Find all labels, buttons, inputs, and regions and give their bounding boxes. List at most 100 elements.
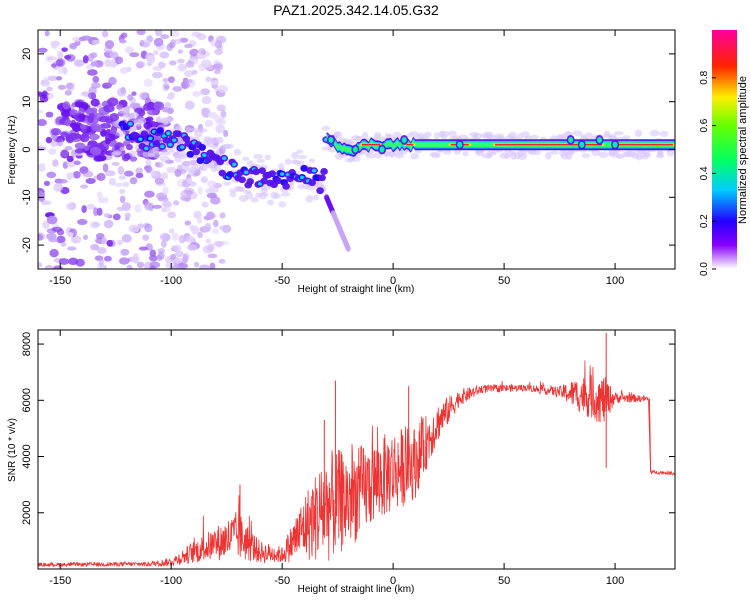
spectrogram-noise-blob (85, 177, 96, 185)
spectrogram-noise-blob (201, 201, 209, 208)
spectrogram-noise-blob (124, 212, 131, 219)
spectrogram-halo-blob (280, 192, 291, 197)
spectrogram-trace-blob (174, 130, 183, 138)
spectrogram-noise-blob (184, 70, 194, 78)
spectrogram-noise-blob (55, 76, 63, 81)
spectrogram-noise-blob (214, 40, 223, 49)
spectrogram-noise-blob (206, 180, 217, 188)
spectrogram-noise-blob (106, 239, 114, 247)
spectrogram-noise-blob (42, 220, 50, 229)
spectrogram-noise-blob (72, 170, 81, 179)
spectrogram-noise-blob (103, 213, 111, 218)
spectrogram-noise-blob (38, 233, 43, 241)
spectrogram-noise-blob (96, 263, 106, 269)
spectrogram-noise-blob (145, 164, 152, 174)
spectrogram-noise-blob (48, 147, 57, 155)
spectrogram-y-tick-label: 20 (21, 48, 33, 60)
spectrogram-noise-blob (126, 264, 133, 269)
spectrogram-cluster-blob (90, 98, 100, 107)
spectrogram-noise-blob (139, 39, 145, 47)
snr-drop (648, 398, 652, 473)
snr-y-tick-label: 6000 (21, 388, 33, 412)
spectrogram-noise-blob (167, 211, 177, 219)
spectrogram-noise-blob (176, 136, 185, 146)
spectrogram-noise-blob (120, 248, 130, 256)
spectrogram-noise-blob (149, 265, 156, 269)
colorbar-label: Normalized spectral amplitude (737, 76, 749, 224)
spectrogram-halo-blob (410, 153, 420, 160)
spectrogram-noise-blob (138, 92, 148, 100)
spectrogram-noise-blob (184, 43, 193, 49)
spectrogram-noise-blob (117, 166, 125, 175)
spectrogram-noise-blob (96, 191, 103, 199)
spectrogram-halo-blob (496, 135, 504, 140)
spectrogram-trace-blob (238, 176, 246, 184)
spectrogram-trace-core (160, 144, 165, 149)
spectrogram-noise-blob (124, 46, 134, 54)
spectrogram-halo-blob (365, 153, 376, 159)
spectrogram-noise-blob (201, 96, 212, 105)
snr-x-ticks: -150 -100 -50 0 50 100 (49, 330, 624, 587)
spectrogram-halo-blob (296, 149, 304, 154)
spectrogram-band-bump-core (401, 136, 407, 143)
spectrogram-noise-blob (200, 88, 211, 96)
spectrogram-noise-blob (81, 205, 87, 214)
spectrogram-noise-blob (170, 30, 180, 38)
spectrogram-noise-blob (58, 258, 70, 265)
spectrogram-cluster-blob (69, 122, 77, 128)
spectrogram-noise-blob (138, 246, 149, 251)
spectrogram-trace-blob (152, 140, 161, 148)
spectrogram-noise-blob (53, 182, 64, 192)
spectrogram-noise-blob (67, 232, 74, 238)
spectrogram-halo-blob (167, 117, 175, 122)
spectrogram-noise-blob (216, 117, 226, 126)
spectrogram-halo-blob (223, 181, 231, 186)
spectrogram-cluster-blob (78, 113, 86, 120)
spectrogram-noise-blob (157, 196, 169, 202)
spectrogram-cluster-blob (66, 155, 74, 163)
spectrogram-noise-blob (131, 102, 141, 108)
spectrogram-noise-blob (104, 170, 116, 177)
spectrogram-noise-blob (178, 234, 186, 244)
spectrogram-halo-blob (572, 130, 583, 136)
spectrogram-noise-blob (81, 35, 92, 41)
spectrogram-trace-blob (316, 187, 324, 195)
spectrogram-noise-blob (159, 51, 170, 59)
spectrogram-noise-blob (210, 79, 220, 85)
spectrogram-noise-blob (43, 180, 51, 186)
spectrogram-noise-blob (177, 63, 187, 72)
snr-x-tick-label: 0 (390, 575, 396, 587)
spectrogram-halo-blob (119, 146, 126, 152)
spectrogram-trace-core (128, 122, 133, 126)
spectrogram-trace-blob (196, 157, 205, 164)
spectrogram-noise-blob (136, 30, 146, 36)
spectrogram-noise-blob (192, 90, 202, 98)
spectrogram-cluster-blob (62, 101, 71, 110)
spectrogram-noise-blob (205, 76, 212, 82)
spectrogram-halo-blob (226, 143, 234, 149)
spectrogram-halo-blob (198, 128, 208, 133)
spectrogram-cluster-blob (88, 113, 96, 119)
spectrogram-noise-blob (182, 254, 189, 264)
spectrogram-noise-blob (215, 124, 225, 134)
spectrogram-noise-blob (127, 94, 134, 101)
spectrogram-noise-blob (66, 246, 77, 251)
spectrogram-noise-blob (65, 82, 74, 90)
spectrogram-band-bump-core (579, 141, 585, 148)
spectrogram-halo-blob (178, 154, 189, 160)
chart-title: PAZ1.2025.342.14.05.G32 (273, 2, 439, 18)
spectrogram-halo-blob (253, 153, 263, 160)
spectrogram-noise-blob (102, 163, 109, 173)
spectrogram-noise-blob (135, 167, 143, 175)
spectrogram-noise-blob (121, 234, 132, 243)
spectrogram-noise-blob (206, 192, 217, 199)
spectrogram-noise-blob (161, 106, 170, 113)
spectrogram-cluster-blob (121, 153, 130, 162)
spectrogram-noise-blob (144, 201, 152, 211)
spectrogram-noise-blob (196, 217, 203, 224)
spectrogram-noise-blob (57, 65, 64, 74)
spectrogram-noise-blob (166, 166, 177, 174)
spectrogram-halo-blob (200, 176, 208, 184)
spectrogram-cluster-blob (60, 149, 69, 158)
